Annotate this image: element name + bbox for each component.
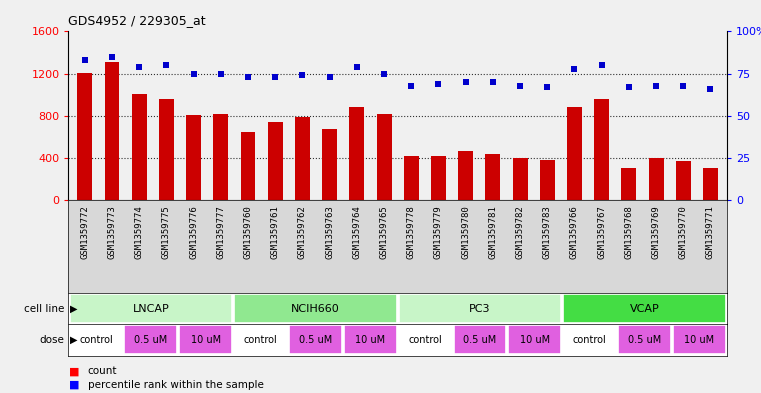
Bar: [104, 62, 119, 200]
Bar: [431, 156, 446, 200]
Text: cell line: cell line: [24, 303, 65, 314]
Text: GSM1359779: GSM1359779: [434, 205, 443, 259]
Text: GSM1359762: GSM1359762: [298, 205, 307, 259]
Bar: [399, 325, 451, 354]
Text: VCAP: VCAP: [629, 303, 659, 314]
Bar: [159, 99, 174, 200]
Text: 0.5 uM: 0.5 uM: [299, 335, 332, 345]
Text: GSM1359760: GSM1359760: [244, 205, 253, 259]
Bar: [240, 132, 256, 200]
Text: control: control: [244, 335, 277, 345]
Text: count: count: [88, 366, 117, 376]
Text: 0.5 uM: 0.5 uM: [134, 335, 167, 345]
Text: control: control: [79, 335, 113, 345]
Bar: [234, 294, 396, 323]
Text: ▶: ▶: [70, 303, 78, 314]
Bar: [377, 114, 391, 200]
Text: GSM1359771: GSM1359771: [706, 205, 715, 259]
Bar: [213, 114, 228, 200]
Text: control: control: [408, 335, 442, 345]
Text: 10 uM: 10 uM: [520, 335, 550, 345]
Text: GSM1359767: GSM1359767: [597, 205, 606, 259]
Text: ■: ■: [68, 366, 79, 376]
Text: LNCAP: LNCAP: [132, 303, 169, 314]
Bar: [295, 117, 310, 200]
Bar: [673, 325, 726, 354]
Text: 10 uM: 10 uM: [190, 335, 221, 345]
Bar: [180, 325, 232, 354]
Text: GSM1359783: GSM1359783: [543, 205, 552, 259]
Bar: [289, 325, 342, 354]
Bar: [268, 122, 282, 200]
Bar: [618, 325, 670, 354]
Text: GSM1359766: GSM1359766: [570, 205, 579, 259]
Text: GSM1359772: GSM1359772: [81, 205, 89, 259]
Text: 0.5 uM: 0.5 uM: [463, 335, 496, 345]
Text: GSM1359764: GSM1359764: [352, 205, 361, 259]
Text: GSM1359775: GSM1359775: [162, 205, 171, 259]
Text: GSM1359763: GSM1359763: [325, 205, 334, 259]
Bar: [703, 168, 718, 200]
Bar: [563, 294, 726, 323]
Text: GSM1359782: GSM1359782: [515, 205, 524, 259]
Bar: [344, 325, 396, 354]
Text: dose: dose: [40, 335, 65, 345]
Bar: [458, 151, 473, 200]
Bar: [78, 73, 92, 200]
Text: GSM1359761: GSM1359761: [271, 205, 280, 259]
Text: 0.5 uM: 0.5 uM: [628, 335, 661, 345]
Text: GSM1359768: GSM1359768: [624, 205, 633, 259]
Bar: [648, 158, 664, 200]
Text: GSM1359777: GSM1359777: [216, 205, 225, 259]
Text: GDS4952 / 229305_at: GDS4952 / 229305_at: [68, 14, 206, 27]
Bar: [513, 158, 527, 200]
Text: GSM1359781: GSM1359781: [489, 205, 498, 259]
Text: GSM1359765: GSM1359765: [380, 205, 389, 259]
Bar: [540, 160, 555, 200]
Text: GSM1359769: GSM1359769: [651, 205, 661, 259]
Text: GSM1359774: GSM1359774: [135, 205, 144, 259]
Bar: [69, 325, 123, 354]
Bar: [486, 154, 500, 200]
Text: GSM1359778: GSM1359778: [406, 205, 416, 259]
Bar: [349, 107, 365, 200]
Text: ■: ■: [68, 380, 79, 390]
Text: ▶: ▶: [70, 335, 78, 345]
Bar: [125, 325, 177, 354]
Bar: [621, 168, 636, 200]
Bar: [567, 107, 582, 200]
Text: GSM1359770: GSM1359770: [679, 205, 688, 259]
Bar: [404, 156, 419, 200]
Bar: [508, 325, 561, 354]
Bar: [399, 294, 561, 323]
Text: 10 uM: 10 uM: [355, 335, 385, 345]
Text: GSM1359773: GSM1359773: [107, 205, 116, 259]
Bar: [186, 115, 201, 200]
Bar: [454, 325, 506, 354]
Bar: [132, 94, 147, 200]
Bar: [594, 99, 609, 200]
Text: NCIH660: NCIH660: [291, 303, 339, 314]
Text: control: control: [573, 335, 607, 345]
Text: GSM1359780: GSM1359780: [461, 205, 470, 259]
Text: GSM1359776: GSM1359776: [189, 205, 198, 259]
Bar: [676, 162, 691, 200]
Bar: [563, 325, 616, 354]
Text: 10 uM: 10 uM: [684, 335, 715, 345]
Bar: [234, 325, 287, 354]
Bar: [69, 294, 232, 323]
Text: percentile rank within the sample: percentile rank within the sample: [88, 380, 263, 390]
Text: PC3: PC3: [469, 303, 491, 314]
Bar: [322, 129, 337, 200]
